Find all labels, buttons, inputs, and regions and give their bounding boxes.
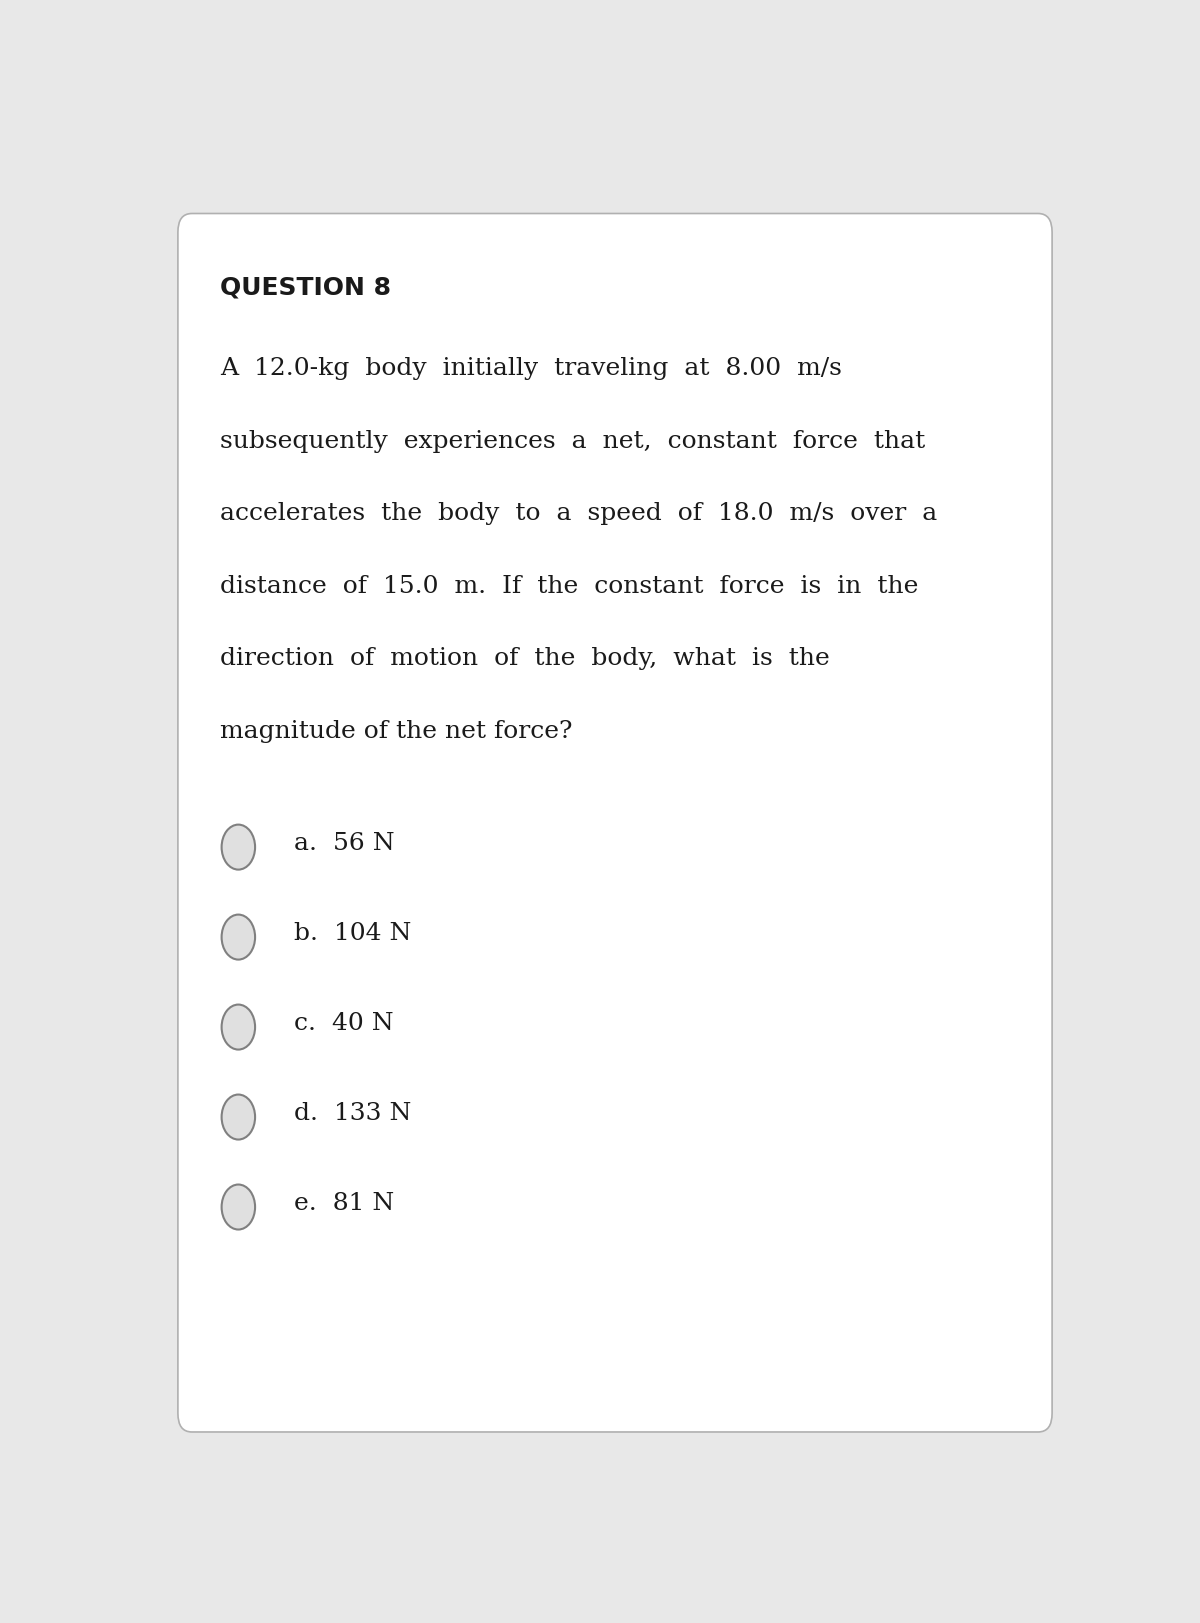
- Text: A  12.0-kg  body  initially  traveling  at  8.00  m/s: A 12.0-kg body initially traveling at 8.…: [220, 357, 841, 380]
- Circle shape: [222, 1185, 256, 1230]
- Circle shape: [222, 915, 256, 959]
- Circle shape: [222, 824, 256, 870]
- Text: QUESTION 8: QUESTION 8: [220, 276, 391, 300]
- Text: d.  133 N: d. 133 N: [294, 1102, 412, 1125]
- Text: c.  40 N: c. 40 N: [294, 1013, 394, 1035]
- Text: b.  104 N: b. 104 N: [294, 922, 412, 945]
- Text: magnitude of the net force?: magnitude of the net force?: [220, 719, 572, 743]
- Circle shape: [222, 1005, 256, 1050]
- Text: e.  81 N: e. 81 N: [294, 1191, 395, 1216]
- Text: distance  of  15.0  m.  If  the  constant  force  is  in  the: distance of 15.0 m. If the constant forc…: [220, 575, 918, 597]
- Text: a.  56 N: a. 56 N: [294, 833, 395, 855]
- Text: subsequently  experiences  a  net,  constant  force  that: subsequently experiences a net, constant…: [220, 430, 925, 453]
- Text: accelerates  the  body  to  a  speed  of  18.0  m/s  over  a: accelerates the body to a speed of 18.0 …: [220, 502, 937, 526]
- Text: direction  of  motion  of  the  body,  what  is  the: direction of motion of the body, what is…: [220, 648, 829, 670]
- FancyBboxPatch shape: [178, 214, 1052, 1431]
- Circle shape: [222, 1094, 256, 1139]
